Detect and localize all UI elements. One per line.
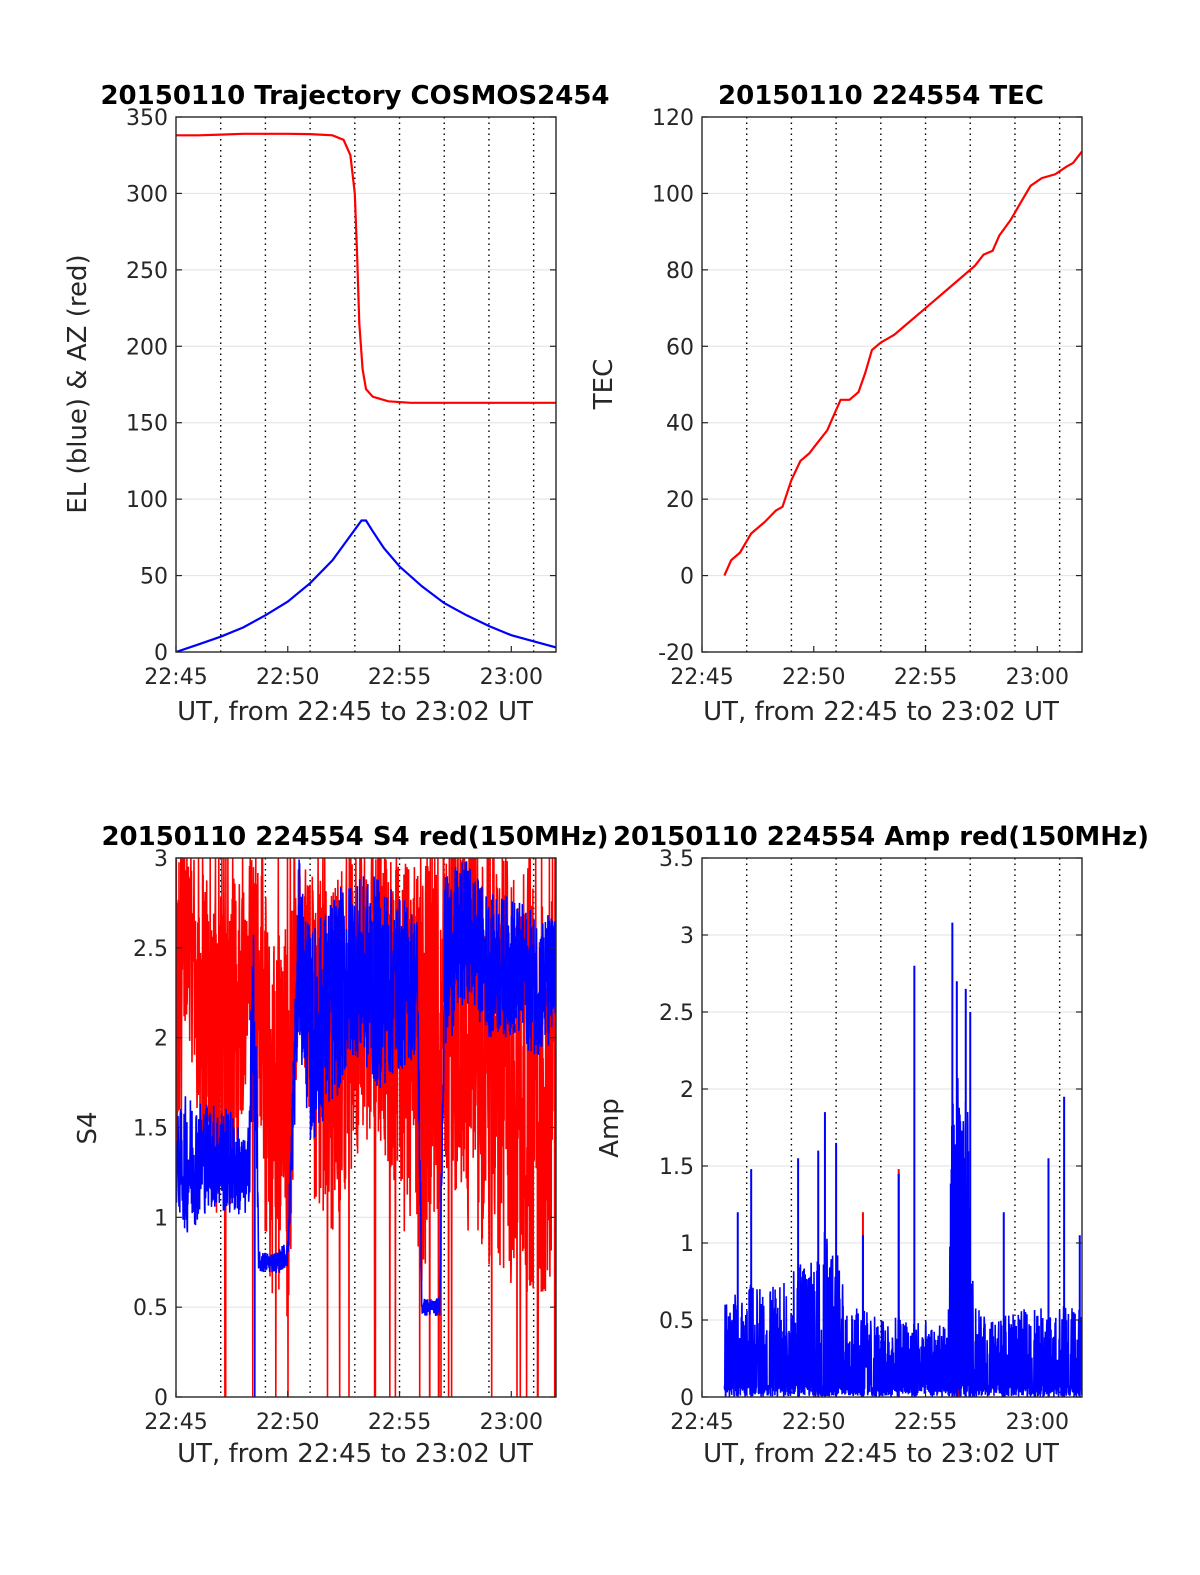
trajectory-ytick-label: 150	[126, 412, 168, 437]
tec-xtick-label: 22:55	[894, 665, 957, 690]
panel-amp: 20150110 224554 Amp red(150MHz) UT, from…	[595, 822, 1149, 1469]
s4-xlabel: UT, from 22:45 to 23:02 UT	[177, 1439, 533, 1469]
trajectory-series-group	[176, 132, 556, 652]
amp-xlabel: UT, from 22:45 to 23:02 UT	[703, 1439, 1059, 1469]
trajectory-xtick-label: 22:45	[144, 665, 207, 690]
panel-trajectory: 20150110 Trajectory COSMOS2454 UT, from …	[63, 81, 610, 727]
tec-xtick-label: 22:45	[670, 665, 733, 690]
trajectory-axes-box	[175, 116, 557, 653]
amp-series-1-trace	[723, 1077, 1082, 1397]
amp-plot-area: 0 0.5 1 1.5 2 2.5 3 3.5 22:45 22:50 22:55 23:00	[659, 847, 1083, 1435]
trajectory-ytick-label: 50	[140, 565, 168, 590]
s4-ylabel: S4	[73, 1111, 103, 1144]
s4-series-1-trace	[176, 859, 556, 1397]
tec-plot-area: -20 0 20 40 60 80 100 120 22:45 22:50 22:55 23:00	[652, 106, 1083, 690]
s4-ytick-label: 2.5	[133, 937, 168, 962]
trajectory-ytick-label: 200	[126, 335, 168, 360]
amp-xtick-label: 23:00	[1006, 1410, 1069, 1435]
amp-ytick-label: 3.5	[659, 847, 694, 872]
tec-xtick-label: 23:00	[1006, 665, 1069, 690]
trajectory-ylabel: EL (blue) & AZ (red)	[63, 254, 93, 513]
trajectory-ytick-label: 0	[154, 641, 168, 666]
tec-series-0-line	[723, 150, 1082, 577]
tec-ytick-label: -20	[658, 641, 694, 666]
amp-ytick-label: 0	[680, 1386, 694, 1411]
trajectory-ytick-label: 250	[126, 259, 168, 284]
trajectory-ytick-label: 300	[126, 182, 168, 207]
tec-ytick-label: 0	[680, 565, 694, 590]
amp-ytick-label: 3	[680, 924, 694, 949]
s4-ytick-label: 1	[154, 1206, 168, 1231]
trajectory-title: 20150110 Trajectory COSMOS2454	[100, 81, 609, 111]
tec-ytick-label: 80	[666, 259, 694, 284]
panel-s4: 20150110 224554 S4 red(150MHz) UT, from …	[73, 822, 609, 1469]
amp-xtick-label: 22:45	[670, 1410, 733, 1435]
s4-xtick-label: 22:50	[256, 1410, 319, 1435]
tec-axes-box	[701, 116, 1083, 653]
tec-title: 20150110 224554 TEC	[718, 81, 1044, 111]
tec-xlabel: UT, from 22:45 to 23:02 UT	[703, 697, 1059, 727]
s4-series-group	[176, 858, 556, 1397]
tec-series-group	[723, 150, 1082, 577]
panel-tec: 20150110 224554 TEC UT, from 22:45 to 23…	[589, 81, 1083, 727]
trajectory-xtick-label: 23:00	[480, 665, 543, 690]
s4-ytick-label: 2	[154, 1027, 168, 1052]
amp-ytick-label: 1	[680, 1232, 694, 1257]
s4-xtick-label: 22:55	[368, 1410, 431, 1435]
trajectory-series-0-line	[176, 132, 556, 404]
trajectory-ytick-label: 350	[126, 106, 168, 131]
amp-ytick-label: 2	[680, 1078, 694, 1103]
tec-xtick-label: 22:50	[782, 665, 845, 690]
tec-ylabel: TEC	[589, 359, 619, 410]
trajectory-xtick-label: 22:55	[368, 665, 431, 690]
s4-ytick-label: 1.5	[133, 1117, 168, 1142]
s4-xtick-label: 23:00	[480, 1410, 543, 1435]
tec-ytick-label: 20	[666, 488, 694, 513]
s4-title: 20150110 224554 S4 red(150MHz)	[101, 822, 608, 852]
trajectory-series-1-line	[176, 519, 556, 652]
s4-plot-area: 0 0.5 1 1.5 2 2.5 3 22:45 22:50 22:55 23:00	[133, 847, 557, 1435]
amp-ylabel: Amp	[595, 1098, 625, 1158]
tec-ytick-label: 60	[666, 335, 694, 360]
s4-xtick-label: 22:45	[144, 1410, 207, 1435]
tec-ytick-label: 120	[652, 106, 694, 131]
amp-xtick-label: 22:55	[894, 1410, 957, 1435]
amp-title: 20150110 224554 Amp red(150MHz)	[613, 822, 1149, 852]
amp-ytick-label: 0.5	[659, 1309, 694, 1334]
amp-axes-box	[701, 857, 1083, 1398]
tec-ytick-label: 100	[652, 182, 694, 207]
s4-ytick-label: 0.5	[133, 1296, 168, 1321]
s4-ytick-label: 0	[154, 1386, 168, 1411]
trajectory-xtick-label: 22:50	[256, 665, 319, 690]
amp-xtick-label: 22:50	[782, 1410, 845, 1435]
trajectory-xlabel: UT, from 22:45 to 23:02 UT	[177, 697, 533, 727]
amp-ytick-label: 2.5	[659, 1001, 694, 1026]
trajectory-ytick-label: 100	[126, 488, 168, 513]
amp-series-group	[723, 922, 1082, 1397]
tec-ytick-label: 40	[666, 412, 694, 437]
s4-ytick-label: 3	[154, 847, 168, 872]
trajectory-plot-area: 0 50 100 150 200 250 300 350 22:45 22:50 22:55 23:0…	[126, 106, 557, 690]
amp-ytick-label: 1.5	[659, 1155, 694, 1180]
